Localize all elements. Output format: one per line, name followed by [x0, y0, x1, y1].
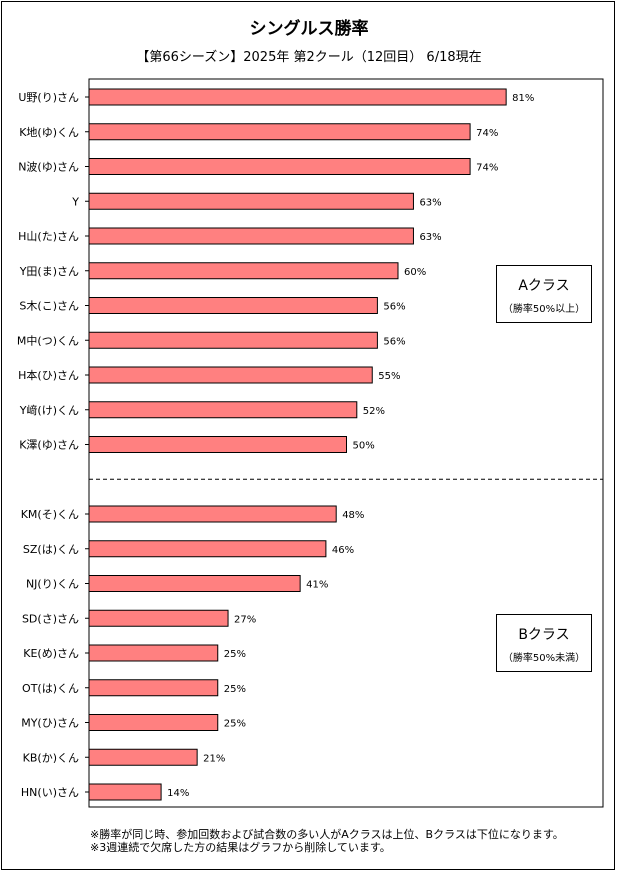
category-label: KB(か)くん	[23, 751, 79, 764]
bar	[88, 227, 414, 245]
value-label: 81%	[512, 93, 534, 104]
value-label: 25%	[224, 684, 246, 695]
category-label: K澤(ゆ)さん	[19, 439, 79, 452]
class-b-box: Bクラス （勝率50%未満）	[496, 614, 592, 672]
bar	[88, 609, 229, 627]
bar	[88, 540, 327, 558]
bar	[88, 714, 219, 731]
value-label: 27%	[234, 614, 256, 625]
value-label: 63%	[419, 232, 441, 243]
footnote-absence-rule: ※3週連続で欠席した方の結果はグラフから削除しています。	[90, 841, 391, 854]
class-b-note: （勝率50%未満）	[502, 653, 586, 664]
value-label: 21%	[203, 753, 225, 764]
bar	[88, 192, 414, 210]
class-a-label: Aクラス	[518, 278, 570, 294]
value-label: 74%	[476, 163, 498, 174]
value-label: 56%	[383, 302, 405, 313]
category-label: Y田(ま)さん	[19, 265, 79, 278]
value-label: 74%	[476, 128, 498, 139]
class-a-note: （勝率50%以上）	[502, 304, 586, 315]
bar	[88, 366, 373, 384]
category-label: U野(り)さん	[18, 91, 79, 104]
category-label: S木(こ)さん	[19, 300, 79, 313]
value-label: 50%	[353, 441, 375, 452]
category-label: KE(め)さん	[23, 647, 79, 660]
value-label: 14%	[167, 788, 189, 799]
bar	[88, 123, 471, 141]
class-b-label: Bクラス	[518, 627, 570, 643]
bar	[88, 679, 219, 697]
category-label: SZ(は)くん	[23, 543, 79, 556]
bar	[88, 297, 378, 314]
bar	[88, 401, 358, 419]
bar	[88, 262, 399, 280]
category-label: K地(ゆ)くん	[19, 126, 79, 139]
value-label: 46%	[332, 545, 354, 556]
bar	[88, 505, 337, 523]
footnote-tie-rule: ※勝率が同じ時、参加回数および試合数の多い人がAクラスは上位、Bクラスは下位にな…	[90, 828, 564, 841]
class-a-box: Aクラス （勝率50%以上）	[496, 265, 592, 323]
bar	[88, 331, 378, 349]
bar	[88, 436, 347, 453]
category-label: HN(い)さん	[21, 786, 79, 799]
value-label: 56%	[383, 336, 405, 347]
value-label: 63%	[419, 197, 441, 208]
category-label: SD(さ)さん	[22, 612, 79, 625]
category-label: MY(ひ)さん	[21, 717, 79, 730]
value-label: 52%	[363, 406, 385, 417]
category-label: M中(つ)くん	[17, 334, 79, 347]
bar	[88, 783, 162, 801]
value-label: 25%	[224, 719, 246, 730]
category-label: H本(ひ)さん	[18, 368, 79, 382]
category-label: Y﨑(け)くん	[19, 403, 79, 417]
value-label: 48%	[342, 510, 364, 521]
category-label: OT(は)くん	[22, 682, 79, 695]
bar	[88, 158, 471, 175]
value-label: 55%	[378, 371, 400, 382]
bar	[88, 88, 507, 106]
category-label: NJ(り)くん	[26, 578, 79, 591]
bar	[88, 644, 219, 662]
category-label: N波(ゆ)さん	[18, 161, 79, 174]
bar	[88, 748, 198, 766]
value-label: 41%	[306, 580, 328, 591]
chart-title: シングルス勝率	[249, 19, 369, 39]
footnotes: ※勝率が同じ時、参加回数および試合数の多い人がAクラスは上位、Bクラスは下位にな…	[90, 828, 610, 854]
category-label: H山(た)さん	[18, 230, 79, 243]
category-label: Y	[71, 195, 79, 208]
value-label: 60%	[404, 267, 426, 278]
chart-subtitle: 【第66シーズン】2025年 第2クール（12回目） 6/18現在	[136, 50, 482, 65]
value-label: 25%	[224, 649, 246, 660]
category-label: KM(そ)くん	[21, 508, 79, 521]
bar	[88, 575, 301, 592]
